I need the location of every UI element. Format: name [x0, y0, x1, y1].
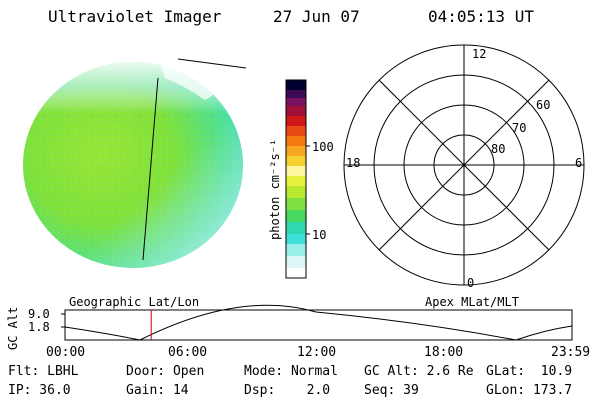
time-label: 04:05:13 UT: [428, 7, 534, 26]
status-seq: Seq: 39: [364, 383, 419, 398]
uv-image-disk: [23, 58, 247, 268]
date-label: 27 Jun 07: [273, 7, 360, 26]
timeline-ytick-9: 9.0: [28, 307, 50, 321]
status-door: Door: Open: [126, 364, 205, 379]
instrument-title: Ultraviolet Imager: [48, 7, 222, 26]
lat-label-80: 80: [491, 142, 506, 156]
status-glon: GLon: 173.7: [486, 383, 573, 398]
polar-plot: [343, 44, 585, 286]
status-glat: GLat: 10.9: [486, 364, 573, 379]
status-gain: Gain: 14: [126, 383, 189, 398]
timeline-ytick-1-8: 1.8: [28, 320, 50, 334]
timeline-plot: [61, 304, 573, 341]
status-dsp: Dsp: 2.0: [244, 383, 331, 398]
lat-label-70: 70: [512, 121, 527, 135]
mlt-label-top: 12: [472, 47, 487, 61]
mlt-label-left: 18: [346, 156, 361, 170]
timeline-xtick-1200: 12:00: [297, 345, 337, 360]
mlt-label-bottom: 0: [467, 276, 475, 290]
status-mode: Mode: Normal: [244, 364, 338, 379]
status-flt: Flt: LBHL: [8, 364, 79, 379]
lat-label-60: 60: [536, 98, 551, 112]
timeline-left-title: Geographic Lat/Lon: [69, 295, 200, 309]
timeline-right-title: Apex MLat/MLT: [425, 295, 519, 309]
timeline-xtick-2359: 23:59: [551, 345, 591, 360]
colorbar-tick-10: 10: [312, 228, 327, 242]
color-bar: [285, 79, 310, 279]
timeline-xtick-0600: 06:00: [168, 345, 208, 360]
status-ip: IP: 36.0: [8, 383, 71, 398]
colorbar-units-label: photon cm⁻²s⁻¹: [268, 138, 282, 240]
status-gc-alt: GC Alt: 2.6 Re: [364, 364, 474, 379]
mlt-label-right: 6: [575, 156, 583, 170]
timeline-xtick-0000: 00:00: [46, 345, 86, 360]
timeline-xtick-1800: 18:00: [424, 345, 464, 360]
timeline-y-axis-label: GC Alt: [6, 306, 20, 350]
colorbar-tick-100: 100: [312, 140, 334, 154]
